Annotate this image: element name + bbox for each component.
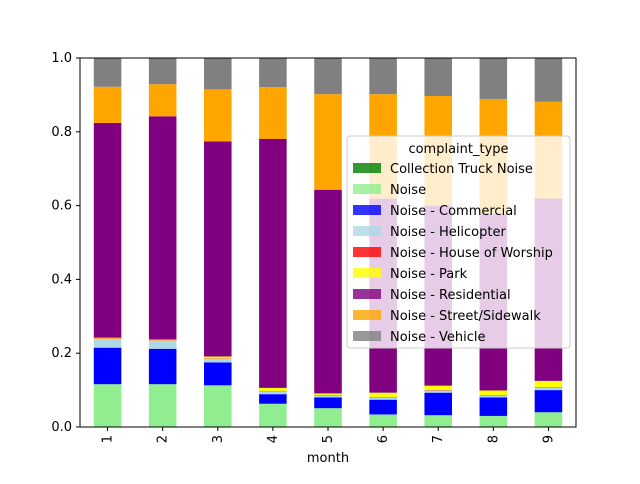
bar-segment-month-6-series-1 bbox=[369, 414, 397, 427]
bar-segment-month-4-series-5 bbox=[259, 388, 287, 391]
y-tick-label: 0.6 bbox=[51, 199, 72, 214]
legend-swatch-series-2 bbox=[353, 205, 381, 215]
x-tick-label: 5 bbox=[321, 435, 336, 443]
bar-segment-month-8-series-8 bbox=[480, 58, 508, 99]
legend-label-series-5: Noise - Park bbox=[390, 267, 468, 282]
legend-swatch-series-1 bbox=[353, 184, 381, 194]
x-tick-label: 8 bbox=[486, 435, 501, 443]
legend-label-series-7: Noise - Street/Sidewalk bbox=[390, 309, 541, 324]
bar-segment-month-4-series-1 bbox=[259, 404, 287, 427]
bar-segment-month-5-series-2 bbox=[314, 397, 342, 408]
y-tick-label: 1.0 bbox=[51, 51, 72, 66]
y-tick-label: 0.0 bbox=[51, 420, 72, 435]
bar-segment-month-6-series-2 bbox=[369, 400, 397, 415]
legend-swatch-series-5 bbox=[353, 268, 381, 278]
bar-segment-month-9-series-1 bbox=[535, 412, 563, 427]
bar-segment-month-2-series-6 bbox=[149, 116, 177, 339]
legend-swatch-series-6 bbox=[353, 289, 381, 299]
bar-segment-month-7-series-1 bbox=[424, 415, 452, 427]
bar-segment-month-1-series-5 bbox=[94, 338, 122, 339]
bar-segment-month-4-series-2 bbox=[259, 394, 287, 404]
bar-segment-month-4-series-3 bbox=[259, 391, 287, 394]
bar-segment-month-5-series-5 bbox=[314, 393, 342, 394]
bar-segment-month-2-series-8 bbox=[149, 58, 177, 84]
legend: complaint_type Collection Truck Noise Nois… bbox=[347, 136, 570, 348]
bar-segment-month-8-series-3 bbox=[480, 395, 508, 397]
bar-segment-month-4-series-6 bbox=[259, 139, 287, 388]
bar-segment-month-7-series-3 bbox=[424, 390, 452, 392]
bar-segment-month-6-series-5 bbox=[369, 393, 397, 397]
legend-label-series-2: Noise - Commercial bbox=[390, 204, 517, 219]
bar-segment-month-5-series-1 bbox=[314, 408, 342, 427]
legend-swatch-series-3 bbox=[353, 226, 381, 236]
bar-segment-month-8-series-2 bbox=[480, 397, 508, 415]
bar-segment-month-8-series-5 bbox=[480, 390, 508, 394]
x-tick-label: 1 bbox=[101, 435, 116, 443]
bar-segment-month-9-series-5 bbox=[535, 381, 563, 388]
legend-swatch-series-7 bbox=[353, 310, 381, 320]
bar-segment-month-3-series-8 bbox=[204, 58, 232, 89]
bar-segment-month-4-series-8 bbox=[259, 58, 287, 87]
x-tick-label: 6 bbox=[376, 435, 391, 443]
x-tick-label: 9 bbox=[541, 435, 556, 443]
x-tick-label: 3 bbox=[211, 435, 226, 443]
bar-segment-month-7-series-5 bbox=[424, 386, 452, 390]
legend-swatch-series-0 bbox=[353, 163, 381, 173]
bar-segment-month-2-series-1 bbox=[149, 384, 177, 427]
x-tick-label: 2 bbox=[156, 435, 171, 443]
bar-segment-month-6-series-8 bbox=[369, 58, 397, 94]
bar-segment-month-9-series-3 bbox=[535, 388, 563, 390]
legend-label-series-1: Noise bbox=[390, 183, 426, 198]
bar-segment-month-3-series-6 bbox=[204, 141, 232, 356]
y-tick-label: 0.8 bbox=[51, 125, 72, 140]
bar-segment-month-5-series-8 bbox=[314, 58, 342, 94]
bar-segment-month-3-series-1 bbox=[204, 385, 232, 427]
bar-segment-month-1-series-3 bbox=[94, 339, 122, 348]
bar-segment-month-6-series-3 bbox=[369, 397, 397, 399]
bar-segment-month-1-series-6 bbox=[94, 123, 122, 338]
y-tick-label: 0.4 bbox=[51, 272, 72, 287]
legend-title: complaint_type bbox=[408, 142, 508, 157]
x-axis-label: month bbox=[307, 451, 349, 466]
x-tick-label: 4 bbox=[266, 435, 281, 443]
bar-segment-month-3-series-7 bbox=[204, 89, 232, 141]
bar-segment-month-2-series-3 bbox=[149, 341, 177, 349]
bar-segment-month-2-series-7 bbox=[149, 84, 177, 116]
bar-segment-month-2-series-5 bbox=[149, 340, 177, 341]
bar-segment-month-3-series-5 bbox=[204, 357, 232, 359]
bar-segment-month-1-series-7 bbox=[94, 87, 122, 123]
legend-label-series-8: Noise - Vehicle bbox=[390, 330, 486, 345]
bar-segment-month-7-series-8 bbox=[424, 58, 452, 96]
bar-segment-month-5-series-6 bbox=[314, 190, 342, 394]
bar-segment-month-1-series-1 bbox=[94, 384, 122, 427]
legend-swatch-series-8 bbox=[353, 331, 381, 341]
y-tick-label: 0.2 bbox=[51, 346, 72, 361]
bar-segment-month-5-series-7 bbox=[314, 94, 342, 190]
bar-segment-month-1-series-2 bbox=[94, 348, 122, 385]
legend-label-series-4: Noise - House of Worship bbox=[390, 246, 553, 261]
legend-label-series-0: Collection Truck Noise bbox=[390, 162, 533, 177]
bar-segment-month-5-series-3 bbox=[314, 395, 342, 397]
bar-segment-month-8-series-1 bbox=[480, 416, 508, 427]
legend-label-series-6: Noise - Residential bbox=[390, 288, 511, 303]
legend-label-series-3: Noise - Helicopter bbox=[390, 225, 506, 240]
bar-segment-month-2-series-2 bbox=[149, 349, 177, 384]
legend-swatch-series-4 bbox=[353, 247, 381, 257]
bar-segment-month-7-series-2 bbox=[424, 393, 452, 416]
bar-segment-month-3-series-2 bbox=[204, 362, 232, 385]
bar-segment-month-3-series-3 bbox=[204, 359, 232, 363]
bar-segment-month-4-series-7 bbox=[259, 87, 287, 139]
bar-segment-month-9-series-2 bbox=[535, 390, 563, 412]
bar-segment-month-1-series-8 bbox=[94, 58, 122, 87]
bar-segment-month-9-series-8 bbox=[535, 58, 563, 102]
x-tick-label: 7 bbox=[431, 435, 446, 443]
